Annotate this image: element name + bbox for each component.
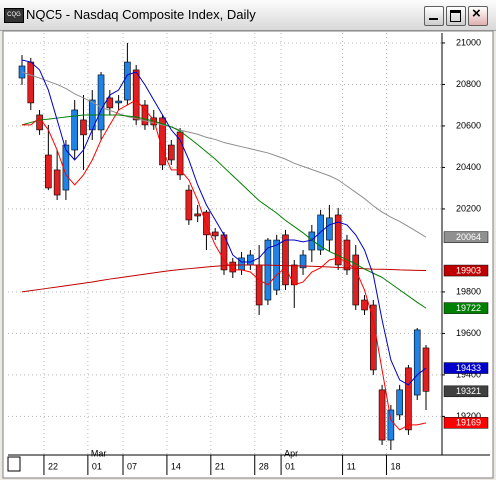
x-tick-label: 21	[215, 461, 225, 471]
candle-body	[378, 389, 386, 441]
candle-body	[255, 264, 263, 306]
candle-body	[176, 131, 184, 176]
y-tick-label: 20400	[456, 162, 481, 172]
y-tick-label: 19600	[456, 328, 481, 338]
ma-line	[21, 59, 427, 386]
last-value-box	[443, 264, 489, 277]
window-title: NQC5 - Nasdaq Composite Index, Daily	[26, 7, 256, 22]
last-value-box	[443, 302, 489, 314]
candle-body	[27, 61, 35, 104]
ma-line	[21, 71, 427, 238]
month-label: Mar	[91, 448, 107, 458]
candle-body	[264, 239, 272, 301]
candle-body	[45, 154, 52, 189]
y-tick-label: 19200	[456, 411, 481, 421]
close-button[interactable]: ×	[468, 5, 488, 26]
ma-line	[21, 114, 427, 309]
maximize-button[interactable]	[446, 6, 466, 26]
candle-body	[185, 189, 193, 221]
candle-body	[124, 61, 131, 101]
x-tick-label: 22	[48, 461, 58, 471]
candle-body	[211, 231, 219, 237]
candle-body	[80, 119, 87, 136]
x-tick-label: 07	[127, 461, 137, 471]
candle-body	[334, 214, 342, 266]
y-tick-label: 20200	[456, 203, 481, 213]
x-tick-label: 28	[259, 461, 269, 471]
x-tick-label: 18	[390, 461, 400, 471]
app-icon: CQG	[4, 8, 24, 23]
candle-body	[53, 169, 61, 196]
candle-body	[299, 254, 307, 269]
candle-body	[115, 100, 122, 104]
x-tick-label: 14	[171, 461, 181, 471]
candle-body	[36, 114, 43, 131]
last-value-box	[443, 231, 489, 243]
ma-line	[22, 99, 427, 431]
last-value-label: 19169	[456, 418, 481, 428]
y-tick-label: 19400	[456, 369, 481, 379]
candle-body	[343, 239, 351, 271]
y-tick-label: 21000	[456, 37, 481, 47]
candle-body	[413, 329, 421, 396]
candle-body	[168, 144, 175, 161]
candle-body	[361, 299, 368, 311]
last-value-label: 20064	[456, 232, 481, 242]
corner-box	[7, 456, 21, 472]
candle-body	[326, 217, 333, 241]
x-tick-label: 11	[347, 461, 356, 471]
y-tick-label: 19800	[456, 286, 481, 296]
candle-body	[106, 97, 114, 109]
last-value-label: 19903	[456, 265, 481, 275]
x-tick-label: 01	[92, 461, 102, 471]
chart-frame	[2, 30, 494, 479]
last-value-label: 19321	[456, 386, 481, 396]
last-value-label: 19433	[456, 363, 481, 373]
last-value-box	[443, 385, 489, 398]
candle-body	[396, 389, 403, 416]
candle-body	[405, 367, 412, 431]
candle-body	[352, 254, 360, 306]
last-value-label: 19722	[456, 303, 481, 313]
y-tick-label: 20600	[456, 120, 481, 130]
candle-body	[97, 74, 105, 131]
candle-body	[238, 257, 245, 271]
last-value-box	[443, 362, 489, 374]
candle-body	[387, 409, 395, 441]
candle-body	[194, 213, 201, 217]
minimize-button[interactable]	[424, 6, 444, 26]
candle-body	[132, 69, 140, 121]
last-value-box	[443, 417, 489, 429]
candle-body	[282, 234, 289, 286]
candle-body	[141, 104, 149, 126]
candle-body	[422, 347, 430, 392]
month-label: Apr	[284, 448, 298, 458]
candle-body	[247, 254, 254, 266]
y-tick-label: 20800	[456, 79, 481, 89]
title-bar: CQG NQC5 - Nasdaq Composite Index, Daily…	[0, 0, 496, 31]
candle-body	[71, 109, 78, 151]
candle-body	[370, 304, 377, 371]
x-tick-label: 01	[285, 461, 295, 471]
ma-line	[21, 264, 427, 293]
